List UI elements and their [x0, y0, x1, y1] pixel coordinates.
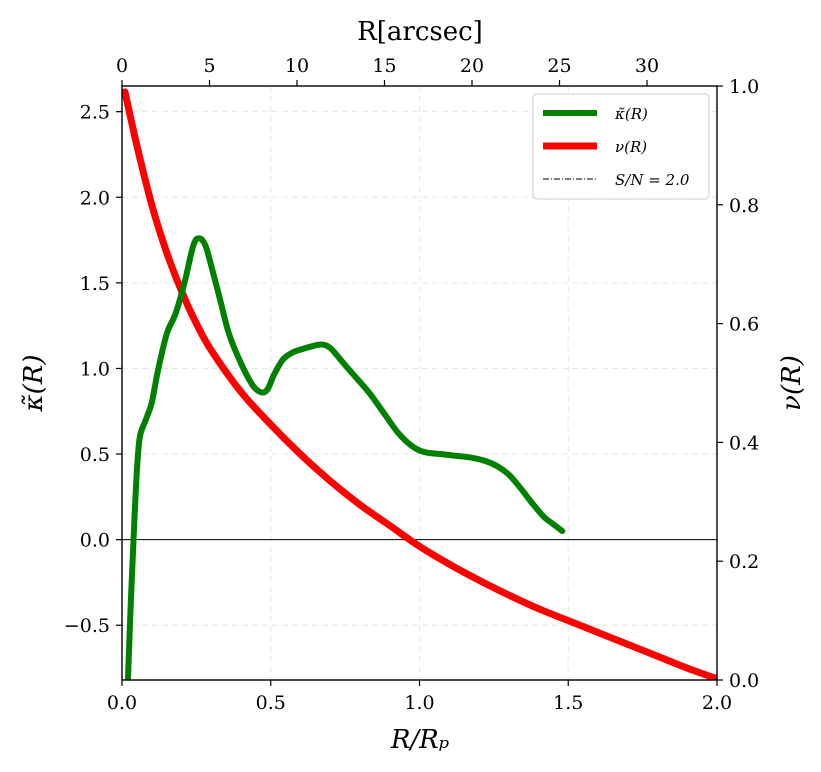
- left-tick-label: 1.5: [80, 273, 110, 295]
- bottom-tick-label: 2.0: [702, 692, 732, 714]
- right-tick-label: 1.0: [729, 76, 759, 98]
- left-axis-ticks: −0.5 0.0 0.5 1.0 1.5 2.0 2.5: [64, 102, 122, 637]
- legend-frame: [532, 93, 710, 200]
- top-tick-label: 30: [635, 55, 659, 77]
- y-axis-right-title: ν(R): [777, 355, 807, 411]
- kappa-series-line: [124, 235, 566, 680]
- top-tick-label: 20: [460, 55, 484, 77]
- bottom-tick-label: 1.5: [553, 692, 583, 714]
- legend: κ̃(R) ν(R) S/N = 2.0: [532, 93, 710, 200]
- x-axis-top-title: R[arcsec]: [357, 17, 483, 47]
- right-tick-label: 0.6: [729, 314, 759, 336]
- left-tick-label: 2.5: [80, 102, 110, 124]
- right-tick-label: 0.8: [729, 195, 759, 217]
- right-tick-label: 0.4: [729, 432, 759, 454]
- legend-label-sn: S/N = 2.0: [615, 171, 690, 189]
- legend-label-nu: ν(R): [615, 138, 647, 156]
- legend-label-kappa: κ̃(R): [614, 105, 648, 123]
- left-tick-label: 2.0: [80, 187, 110, 209]
- top-tick-label: 0: [116, 55, 128, 77]
- left-tick-label: 1.0: [80, 358, 110, 380]
- right-tick-label: 0.0: [729, 670, 759, 692]
- bottom-axis-ticks: 0.0 0.5 1.0 1.5 2.0: [107, 680, 732, 714]
- top-tick-label: 10: [285, 55, 309, 77]
- top-axis-ticks: 0 5 10 15 20 25 30: [116, 55, 659, 86]
- left-tick-label: 0.5: [80, 444, 110, 466]
- bottom-tick-label: 0.5: [256, 692, 286, 714]
- left-tick-label: −0.5: [64, 615, 110, 637]
- y-axis-left-title: κ̃(R): [19, 355, 49, 413]
- bottom-tick-label: 1.0: [404, 692, 434, 714]
- top-tick-label: 15: [372, 55, 396, 77]
- bottom-tick-label: 0.0: [107, 692, 137, 714]
- top-tick-label: 5: [203, 55, 215, 77]
- right-axis-ticks: 0.0 0.2 0.4 0.6 0.8 1.0: [717, 76, 759, 692]
- x-axis-bottom-title: R/Rₚ: [390, 725, 449, 755]
- top-tick-label: 25: [547, 55, 571, 77]
- right-tick-label: 0.2: [729, 551, 759, 573]
- left-tick-label: 0.0: [80, 530, 110, 552]
